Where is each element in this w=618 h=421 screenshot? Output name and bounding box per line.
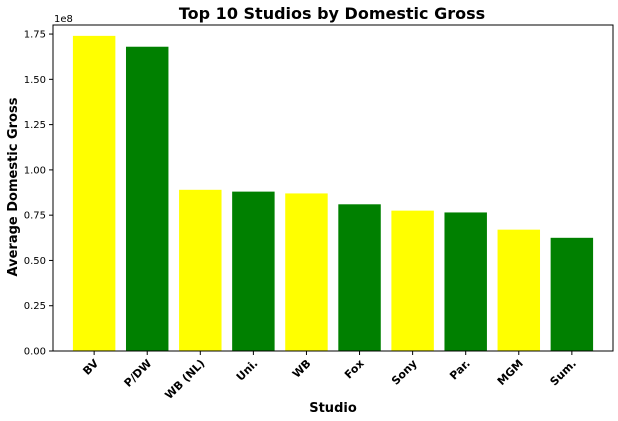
y-axis-offset-label: 1e8 [54,14,73,25]
y-tick-label: 1.00 [24,165,46,176]
bar-p-dw [125,46,169,351]
y-tick-label: 0.00 [24,347,46,358]
x-tick-label: Par. [447,357,473,383]
y-tick-label: 1.50 [24,75,46,86]
bars-group [72,35,594,352]
x-tick-label: MGM [495,357,526,388]
x-tick-label: WB [290,357,314,381]
bar-bv [72,35,116,352]
x-tick-label: P/DW [122,357,155,390]
bar-wb-nl [179,189,222,351]
bar-uni [232,191,275,351]
y-tick-label: 0.25 [24,301,46,312]
x-tick-label: Sum. [548,357,579,388]
y-tick-label: 1.25 [24,120,46,131]
y-tick-label: 0.50 [24,256,46,267]
bar-sum [550,237,594,351]
x-axis-ticks: BV P/DW WB (NL) Uni. WB Fox Sony Par. MGM Sum. [80,351,579,402]
bar-sony [391,210,434,351]
x-tick-label: Fox [342,357,367,382]
x-tick-label: Sony [389,357,420,388]
y-tick-label: 0.75 [24,211,46,222]
y-tick-label: 1.75 [24,30,46,41]
bar-wb [285,193,328,351]
x-tick-label: BV [80,357,101,378]
x-axis-label: Studio [309,401,357,416]
x-tick-label: Uni. [234,357,261,384]
chart-title: Top 10 Studios by Domestic Gross [179,4,485,23]
plot-frame [52,24,614,352]
bar-par [444,212,487,351]
y-axis-label: Average Domestic Gross [6,97,21,276]
bar-mgm [497,229,541,351]
bar-fox [338,204,381,351]
x-tick-label: WB (NL) [162,357,207,402]
y-axis-ticks: 0.00 0.25 0.50 0.75 1.00 1.25 1.50 1.75 [24,30,53,358]
